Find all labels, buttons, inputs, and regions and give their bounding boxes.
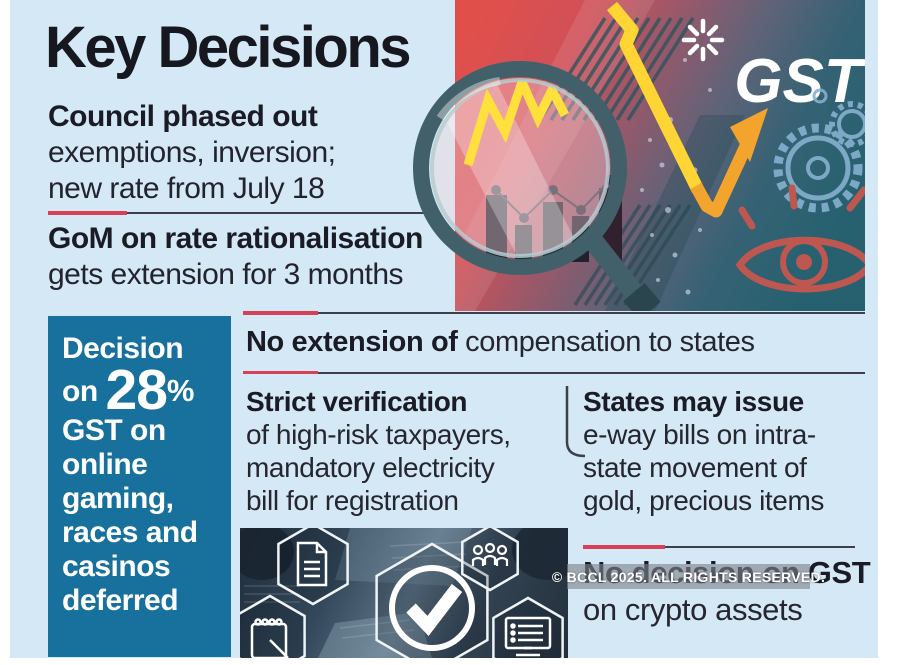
sidebar-deferred-decision: Decision on 28% GST on online gaming, ra… xyxy=(48,316,231,657)
eway-lead: States may issue xyxy=(583,386,804,417)
decision-item-council: Council phased out exemptions, inversion… xyxy=(48,99,336,207)
magnifier-icon xyxy=(413,61,661,311)
divider-line xyxy=(127,212,438,214)
checkmark-icon xyxy=(389,565,475,651)
sidebar-line2-pre: on xyxy=(62,375,106,408)
divider-accent xyxy=(48,211,127,215)
sidebar-text-end: GST on online gaming, races and casinos … xyxy=(62,414,198,617)
eway-line2: state movement of xyxy=(583,452,807,483)
divider-accent xyxy=(243,371,318,374)
verification-line2: mandatory electricity xyxy=(246,452,495,483)
eway-line1: e-way bills on intra- xyxy=(583,419,816,450)
laptop-screen xyxy=(318,612,432,658)
divider-line xyxy=(665,546,855,548)
hexagon-notepad xyxy=(240,594,306,658)
verification-line3: bill for registration xyxy=(246,485,459,516)
compensation-item: No extension of compensation to states xyxy=(246,326,755,359)
decision-item-gom: GoM on rate rationalisation gets extensi… xyxy=(48,221,423,293)
verification-line1: of high-risk taxpayers, xyxy=(246,419,511,450)
compensation-rest: compensation to states xyxy=(465,326,755,358)
sidebar-big-number: 28 xyxy=(105,358,168,422)
silhouette-right xyxy=(512,528,568,580)
hexagon-document xyxy=(277,528,349,606)
page-title: Key Decisions xyxy=(45,15,412,80)
compensation-lead: No extension of xyxy=(246,326,466,358)
hexagon-check xyxy=(375,542,489,658)
crypto-rest: on crypto assets xyxy=(583,592,803,627)
copyright-watermark: © BCCL 2025. ALL RIGHTS RESERVED. xyxy=(552,564,825,589)
people-icon xyxy=(471,542,509,566)
sidebar-line2: on 28% xyxy=(62,362,221,419)
divider-line xyxy=(318,372,865,374)
gst-logo-text: GST xyxy=(734,47,867,116)
monitor-icon xyxy=(504,616,552,657)
starburst-icon xyxy=(681,18,725,62)
divider-accent xyxy=(583,545,665,549)
arrow-rise-segment xyxy=(690,143,752,218)
eway-item: States may issue e-way bills on intra- s… xyxy=(583,385,868,517)
decision-item-council-line3: new rate from July 18 xyxy=(48,172,325,205)
decision-item-council-lead: Council phased out xyxy=(48,100,318,133)
sidebar-line1: Decision xyxy=(62,332,184,365)
gears-icon xyxy=(773,88,865,213)
decision-item-gom-line2: gets extension for 3 months xyxy=(48,258,404,291)
hexagon-monitor xyxy=(492,596,564,658)
hexagon-people xyxy=(461,528,519,592)
arrow-head xyxy=(730,108,768,162)
sidebar-percent-sign: % xyxy=(166,373,195,408)
glass-reflection xyxy=(432,80,595,256)
verification-lead: Strict verification xyxy=(246,386,468,417)
arrow-fall-segment xyxy=(607,1,704,193)
hexagon-icons xyxy=(240,528,564,658)
decision-item-gom-lead: GoM on rate rationalisation xyxy=(48,222,423,255)
column-divider xyxy=(565,386,586,458)
silhouette-left xyxy=(240,528,294,580)
light-patch xyxy=(335,528,472,586)
document-icon xyxy=(296,541,328,587)
divider-accent xyxy=(243,311,318,315)
eye-icon xyxy=(735,184,865,293)
notepad-icon xyxy=(250,618,289,658)
gst-illustration: GST xyxy=(413,0,867,311)
photo-overlay xyxy=(240,528,568,658)
verification-item: Strict verification of high-risk taxpaye… xyxy=(246,385,564,517)
verification-photo xyxy=(240,528,568,658)
decision-item-council-line2: exemptions, inversion; xyxy=(48,136,336,169)
divider-line xyxy=(318,312,865,314)
eway-line3: gold, precious items xyxy=(583,485,825,516)
